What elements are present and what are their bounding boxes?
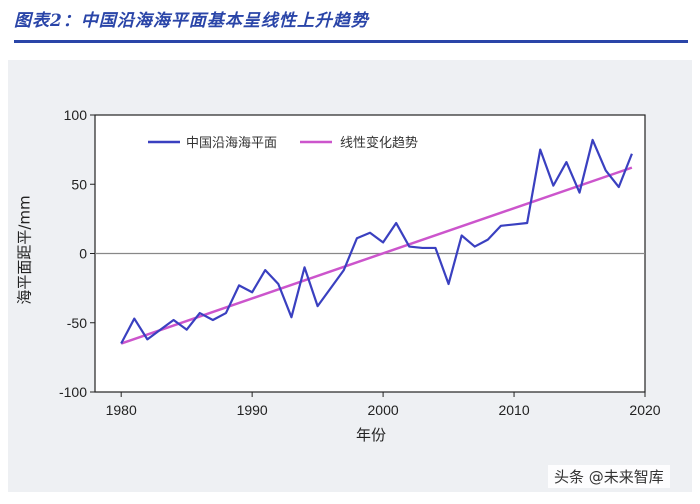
y-tick-label: -100 xyxy=(59,384,87,400)
bottom-strip xyxy=(8,492,692,504)
legend-label-observed: 中国沿海海平面 xyxy=(186,136,277,151)
y-tick-label: 0 xyxy=(79,246,87,262)
y-tick-label: 50 xyxy=(71,176,87,192)
x-axis-label: 年份 xyxy=(355,426,387,444)
trend-line xyxy=(120,166,633,345)
y-tick-label: 100 xyxy=(64,107,88,123)
x-tick-label: 1980 xyxy=(106,402,137,418)
watermark: 头条 @未来智库 xyxy=(548,465,670,488)
y-tick-label: -50 xyxy=(67,315,87,331)
observed-sea-level-line xyxy=(120,138,633,345)
title-rule xyxy=(14,40,688,43)
x-tick-label: 2010 xyxy=(498,402,529,418)
x-tick-label: 2020 xyxy=(629,402,660,418)
x-tick-label: 2000 xyxy=(368,402,399,418)
legend-label-trend: 线性变化趋势 xyxy=(340,135,418,151)
figure-title: 图表2：中国沿海海平面基本呈线性上升趋势 xyxy=(14,11,369,31)
y-axis-label: 海平面距平/mm xyxy=(15,195,34,305)
x-tick-label: 1990 xyxy=(237,402,268,418)
